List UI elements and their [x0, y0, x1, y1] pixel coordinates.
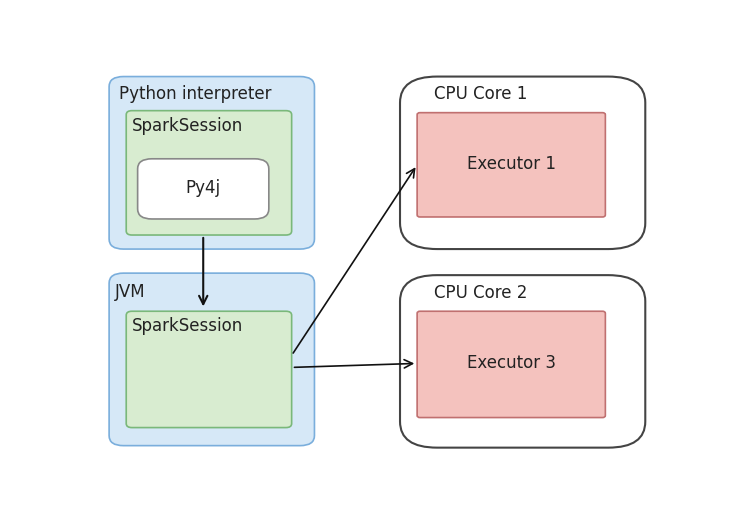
FancyBboxPatch shape [127, 110, 291, 235]
Text: Executor 1: Executor 1 [467, 155, 556, 173]
Text: CPU Core 2: CPU Core 2 [434, 284, 528, 302]
Text: Executor 3: Executor 3 [467, 354, 556, 373]
Text: CPU Core 1: CPU Core 1 [434, 84, 528, 103]
FancyBboxPatch shape [109, 273, 314, 445]
FancyBboxPatch shape [127, 311, 291, 428]
FancyBboxPatch shape [400, 275, 645, 448]
FancyBboxPatch shape [400, 77, 645, 249]
FancyBboxPatch shape [417, 311, 605, 417]
Text: Py4j: Py4j [185, 180, 221, 197]
FancyBboxPatch shape [109, 77, 314, 249]
Text: JVM: JVM [115, 283, 146, 301]
FancyBboxPatch shape [138, 159, 269, 219]
Text: SparkSession: SparkSession [132, 117, 243, 134]
FancyBboxPatch shape [417, 113, 605, 217]
Text: Python interpreter: Python interpreter [119, 84, 272, 103]
Text: SparkSession: SparkSession [132, 317, 243, 335]
